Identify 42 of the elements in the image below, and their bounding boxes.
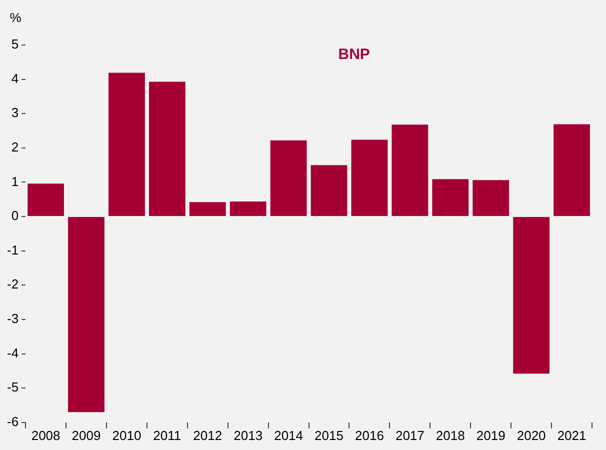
x-tick-label: 2017 <box>395 428 424 443</box>
y-tick-label: -2 <box>6 276 19 292</box>
x-tick-label: 2019 <box>476 428 506 443</box>
x-tick-label: 2013 <box>234 428 263 443</box>
x-tick-label: 2016 <box>355 428 384 443</box>
y-tick-label: -1 <box>6 242 19 258</box>
x-tick-label: 2009 <box>72 428 101 443</box>
bar <box>432 179 469 216</box>
x-tick-label: 2012 <box>193 428 222 443</box>
bar <box>108 72 145 216</box>
bar <box>472 180 510 216</box>
y-tick-label: -4 <box>6 345 19 360</box>
bar <box>270 140 307 216</box>
y-tick-label: -5 <box>6 380 19 395</box>
bar <box>148 82 186 216</box>
bar <box>28 184 64 216</box>
bar <box>230 201 266 216</box>
bar <box>310 165 348 216</box>
bar <box>554 124 590 216</box>
bar <box>392 124 428 216</box>
y-tick-label: 4 <box>11 70 19 86</box>
y-tick-label: 2 <box>11 140 19 155</box>
bar <box>513 217 550 374</box>
x-tick-label: 2010 <box>112 428 142 443</box>
y-axis-title: % <box>10 10 22 26</box>
y-tick-label: 0 <box>11 208 19 224</box>
y-tick-label: 1 <box>11 174 19 189</box>
bar <box>68 217 104 412</box>
x-tick-label: 2008 <box>31 428 60 443</box>
chart-title: BNP <box>338 46 370 64</box>
x-tick-label: 2015 <box>314 428 344 443</box>
y-tick-label: 3 <box>11 105 19 120</box>
x-tick-label: 2014 <box>274 428 304 443</box>
x-tick-label: 2020 <box>516 428 546 443</box>
y-tick-label: -3 <box>6 311 19 326</box>
x-tick-label: 2018 <box>436 428 465 443</box>
y-tick-label: 5 <box>11 36 19 52</box>
y-tick-label: -6 <box>6 414 19 429</box>
bar <box>351 140 388 216</box>
x-tick-label: 2011 <box>153 428 182 443</box>
bar <box>189 202 226 216</box>
x-tick-label: 2021 <box>557 428 586 443</box>
